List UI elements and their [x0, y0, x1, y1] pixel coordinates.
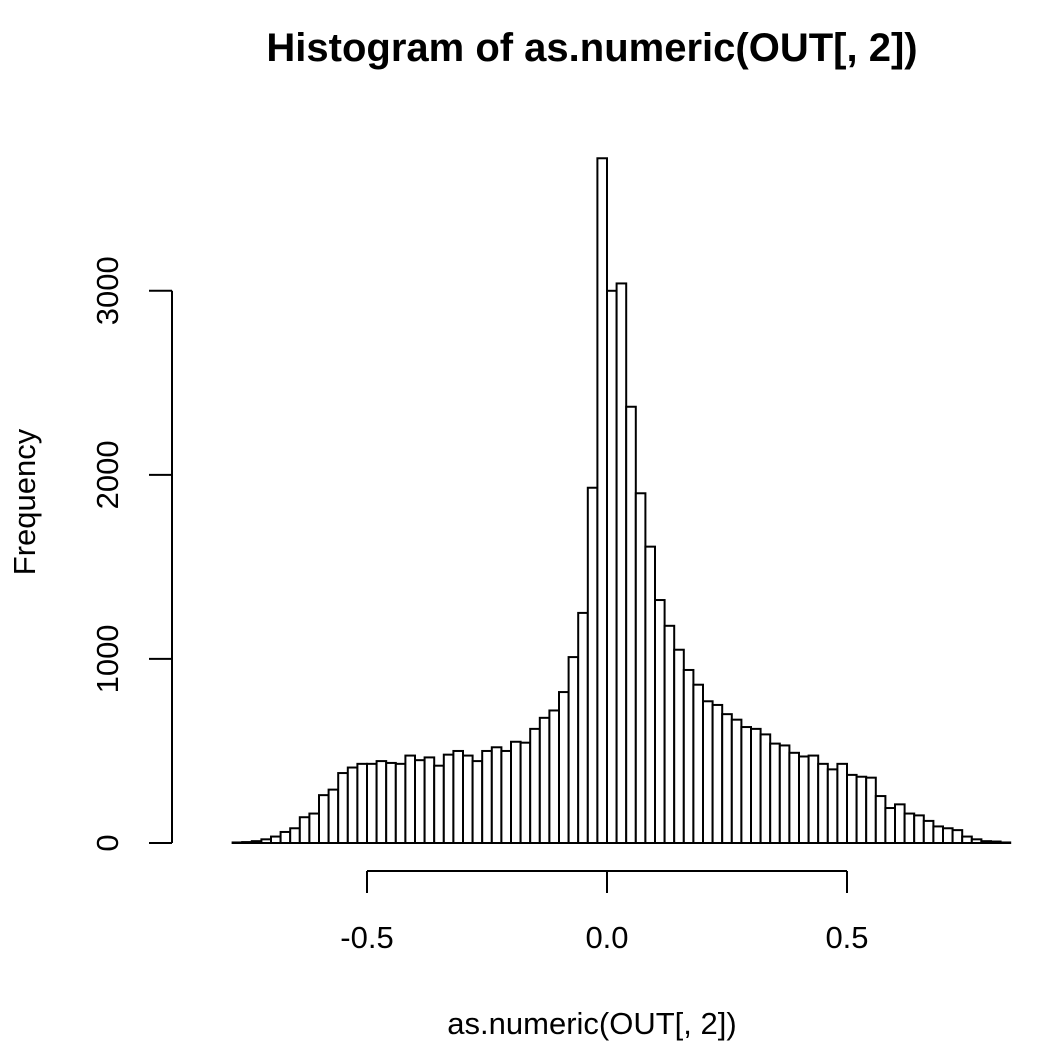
histogram-bar — [318, 794, 330, 845]
histogram-bar — [577, 611, 589, 844]
histogram-bar — [337, 772, 349, 844]
histogram-bar — [980, 840, 993, 844]
histogram-bar — [394, 762, 407, 844]
histogram-bar — [798, 755, 810, 844]
histogram-bar — [894, 803, 906, 844]
histogram-bar — [298, 816, 311, 844]
histogram-bar — [423, 756, 436, 844]
histogram-bar — [519, 741, 532, 844]
histogram-bar — [961, 835, 973, 844]
histogram-bar — [567, 656, 580, 845]
histogram-bar — [366, 762, 378, 844]
histogram-bar — [740, 726, 753, 844]
histogram-bar — [836, 762, 849, 844]
histogram-bar — [903, 812, 916, 844]
histogram-bar — [471, 760, 484, 845]
y-tick-label: 3000 — [90, 256, 125, 325]
histogram-bar — [548, 709, 561, 844]
x-tick-label: 0.0 — [585, 920, 628, 955]
histogram-bar — [817, 762, 829, 844]
histogram-bar — [634, 492, 647, 844]
histogram-bar — [241, 841, 253, 845]
y-tick-label: 1000 — [90, 624, 125, 693]
histogram-bar — [327, 788, 340, 844]
histogram-bars — [231, 157, 1012, 845]
x-axis-label: as.numeric(OUT[, 2]) — [447, 1006, 736, 1041]
histogram-bar — [855, 775, 868, 844]
histogram-bar — [692, 683, 705, 845]
histogram-bar — [999, 841, 1012, 845]
histogram-bar — [538, 716, 551, 845]
histogram-bar — [730, 718, 743, 844]
histogram-bar — [625, 405, 637, 844]
histogram-bar — [308, 812, 320, 844]
histogram-bar — [586, 486, 599, 844]
y-axis: 0 1000 2000 3000 — [90, 256, 173, 852]
histogram-bar — [788, 751, 801, 844]
histogram-bar — [231, 841, 244, 845]
histogram-bar — [270, 835, 282, 844]
histogram-bar — [654, 599, 666, 845]
histogram-bar — [289, 827, 301, 845]
x-axis: -0.5 0.0 0.5 — [340, 870, 869, 955]
y-tick-label: 0 — [90, 834, 125, 851]
histogram-bar — [606, 289, 618, 845]
histogram-bar — [970, 838, 983, 845]
histogram-bar — [721, 713, 733, 845]
histogram-bar — [500, 749, 512, 844]
histogram-bar — [356, 762, 368, 844]
histogram-bar — [990, 840, 1002, 845]
histogram-bar — [922, 819, 935, 844]
histogram-bar — [644, 545, 657, 845]
histogram-bar — [846, 773, 858, 845]
histogram-bar — [778, 744, 791, 844]
histogram-bar — [932, 825, 945, 844]
y-tick-label: 2000 — [90, 440, 125, 509]
histogram-bar — [673, 648, 685, 844]
histogram-bar — [596, 157, 609, 844]
histogram-bar — [951, 829, 964, 844]
histogram-bar — [510, 740, 522, 845]
histogram-bar — [711, 703, 724, 845]
histogram-bar — [462, 754, 474, 845]
histogram-bar — [375, 760, 388, 845]
histogram-bar — [481, 749, 493, 844]
histogram-bar — [529, 727, 541, 845]
histogram-bar — [250, 840, 263, 844]
histogram-bar — [865, 776, 877, 844]
histogram-bar — [913, 814, 925, 845]
histogram-bar — [260, 838, 272, 845]
histogram-bar — [414, 759, 426, 844]
histogram-bar — [750, 727, 762, 845]
histogram-bar — [663, 624, 676, 844]
x-tick-label: -0.5 — [340, 920, 393, 955]
histogram-bar — [279, 830, 292, 845]
histogram-bar — [346, 766, 359, 845]
histogram-bar — [404, 754, 416, 845]
histogram-bar — [942, 827, 954, 845]
histogram-bar — [442, 753, 455, 845]
histogram-bar — [826, 768, 839, 844]
histogram-bar — [884, 807, 897, 845]
histogram-bar — [615, 282, 628, 844]
histogram-bar — [807, 754, 820, 845]
histogram-bar — [769, 742, 781, 844]
histogram-bar — [759, 733, 772, 845]
y-axis-label: Frequency — [7, 428, 42, 575]
histogram-bar — [682, 668, 695, 844]
histogram-bar — [874, 795, 887, 844]
histogram-bar — [490, 746, 503, 845]
chart-title: Histogram of as.numeric(OUT[, 2]) — [266, 26, 917, 70]
histogram-bar — [558, 691, 570, 844]
histogram-bar — [385, 761, 397, 844]
x-tick-label: 0.5 — [825, 920, 868, 955]
histogram-bar — [452, 749, 464, 844]
histogram-bar — [433, 764, 445, 844]
histogram-bar — [702, 700, 714, 845]
